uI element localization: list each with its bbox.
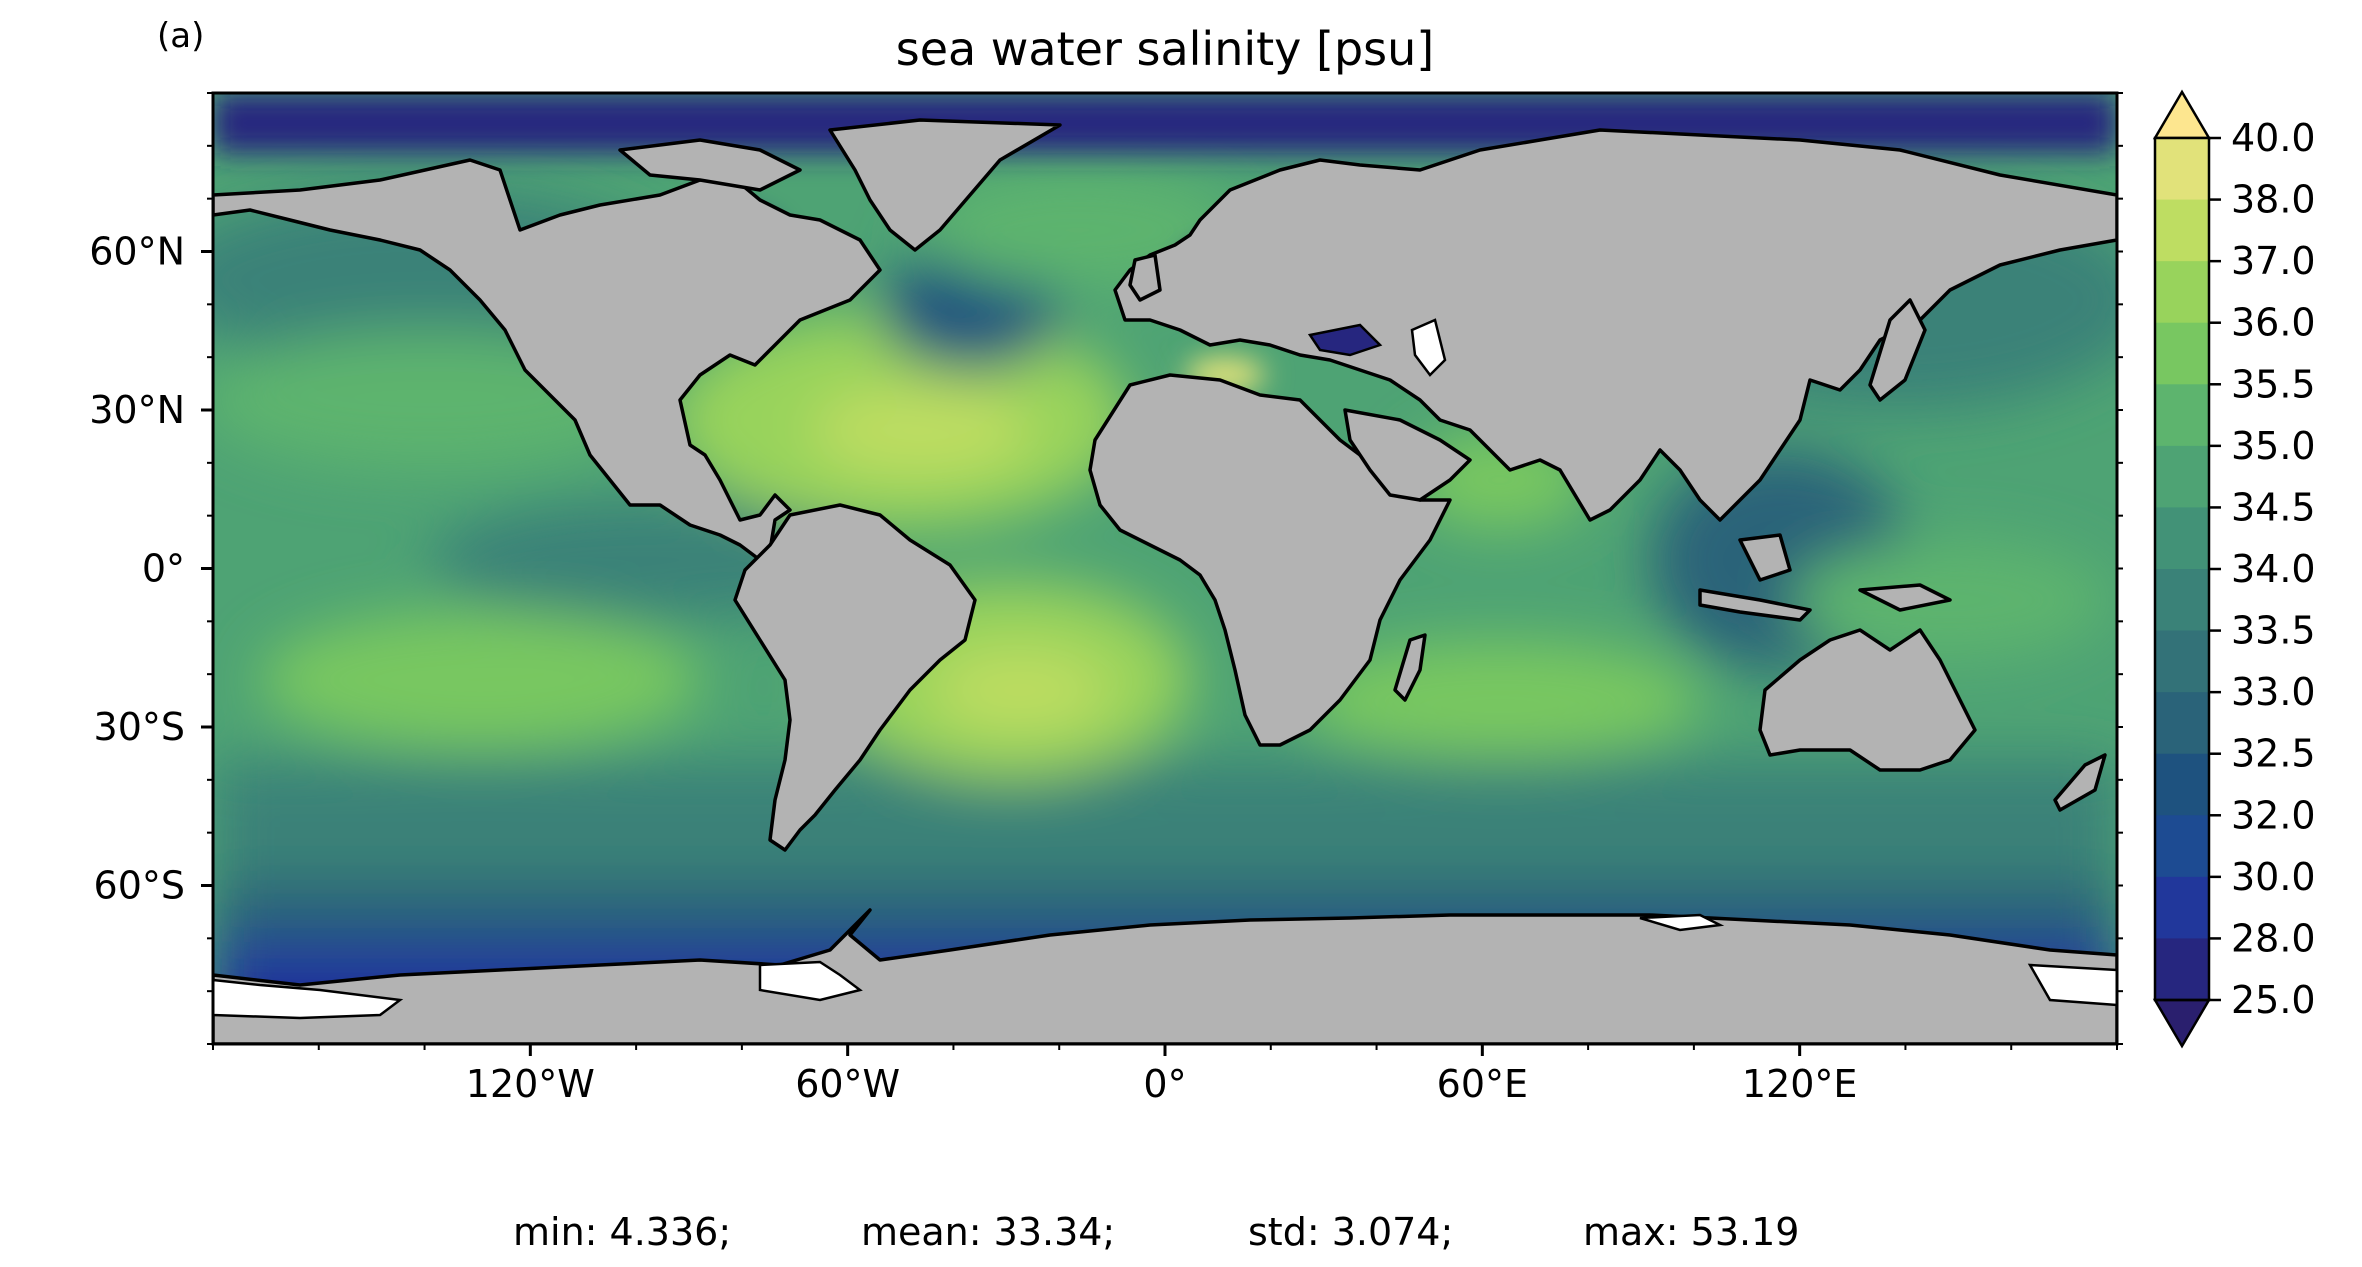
colorbar-label: 30.0 [2231,855,2316,899]
colorbar-segment [2155,630,2209,693]
panel-label: (a) [157,16,204,56]
landmass-arabia [1343,408,1472,502]
colorbar-segment [2155,384,2209,447]
landmass-madagascar [1393,633,1427,702]
colorbar-label: 36.0 [2231,301,2316,345]
lon-tick-label: 120°W [466,1062,595,1106]
landmass-japan [1868,298,1927,402]
landmass-arctic-islands [618,138,802,192]
landmass-uk [1128,253,1162,302]
lat-tick-label: 60°N [89,230,185,274]
lat-tick-label: 30°N [89,388,185,432]
landmass-new-zealand [2053,753,2107,812]
lat-tick-label: 0° [142,547,185,591]
colorbar-extend-max [2152,89,2212,140]
stat-mean: mean: 33.34; [861,1210,1115,1254]
landmass-indonesia [1698,588,1812,622]
colorbar-segment [2155,753,2209,816]
colorbar-label: 33.0 [2231,670,2316,714]
colorbar-segment [2155,876,2209,940]
colorbar-label: 34.0 [2231,547,2316,591]
colorbar-label: 35.0 [2231,424,2316,468]
lon-tick-label: 120°E [1742,1062,1858,1106]
colorbar-segment [2155,938,2209,1001]
colorbar-segment [2155,322,2209,385]
landmass-eurasia [1113,128,2117,522]
colorbar-label: 35.5 [2231,362,2316,406]
lon-tick-label: 60°W [795,1062,900,1106]
land-masses [213,118,2117,1044]
lon-tick-label: 60°E [1437,1062,1528,1106]
colorbar-segment [2155,199,2209,262]
colorbar-segment [2155,692,2209,755]
colorbar-segment [2155,507,2209,570]
colorbar-label: 40.0 [2231,116,2316,160]
stat-std: std: 3.074; [1248,1210,1453,1254]
colorbar: 40.0 38.0 37.0 36.0 35.5 35.0 34.5 34.0 33.5 33.0… [2152,89,2316,1049]
ice-shelves [213,913,2117,1020]
stat-max: max: 53.19 [1583,1210,1799,1254]
landmass-greenland [828,118,1062,252]
colorbar-label: 38.0 [2231,178,2316,222]
salinity-map [213,93,2117,1044]
colorbar-label: 33.5 [2231,609,2316,653]
colorbar-label: 25.0 [2231,978,2316,1022]
latitude-axis: 60°N 30°N 0° 30°S 60°S [89,92,2123,1045]
black-sea [1307,323,1383,357]
landmass-south-america [733,503,977,852]
landmass-africa [1088,373,1452,747]
colorbar-segment [2155,138,2209,201]
colorbar-segment [2155,261,2209,324]
longitude-axis: 120°W 60°W 0° 60°E 120°E [212,1044,2118,1106]
lat-tick-label: 30°S [94,705,185,749]
colorbar-label: 32.5 [2231,732,2316,776]
colorbar-label: 32.0 [2231,793,2316,837]
lon-tick-label: 0° [1143,1062,1186,1106]
colorbar-extend-min [2152,998,2212,1049]
landmass-north-america [213,158,882,562]
colorbar-label: 28.0 [2231,916,2316,960]
colorbar-segment [2155,445,2209,509]
colorbar-label: 37.0 [2231,239,2316,283]
colorbar-segment [2155,815,2209,878]
colorbar-label: 34.5 [2231,485,2316,529]
landmass-antarctica [213,908,2117,1044]
caspian-sea [1410,318,1447,377]
landmass-australia [1758,628,1977,772]
colorbar-segment [2155,569,2209,632]
lat-tick-label: 60°S [94,864,185,908]
stat-min: min: 4.336; [513,1210,731,1254]
map-title: sea water salinity [psu] [896,22,1435,76]
